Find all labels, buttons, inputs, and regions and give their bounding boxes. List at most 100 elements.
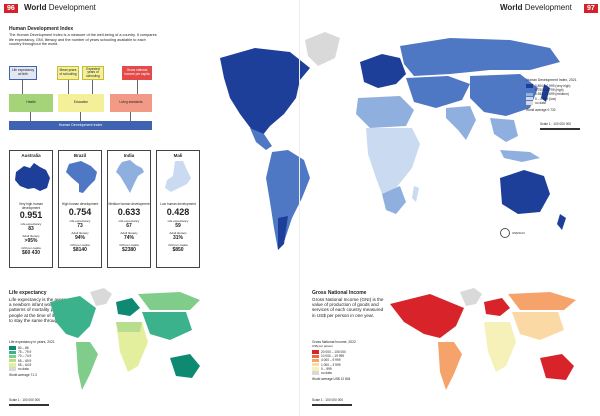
legend-swatch [312,367,319,371]
life-legend-row: 70 – 74.9 [9,354,69,358]
legend-swatch [312,358,319,363]
card-literacy-label: Adult literacy [169,230,187,235]
card-gni-value: $850 [172,246,184,253]
card-literacy-label: Adult literacy [22,234,40,239]
india-silhouette-icon [116,160,144,193]
gni-section-body: Gross National Income (GNI) is the value… [312,297,384,318]
map-south-america-south [278,216,288,250]
gni-legend-subtitle: US$ per person [312,344,334,348]
flow-connector [92,80,93,94]
map-greenland [305,32,340,66]
life-legend-row: 80 – 86 [9,346,69,350]
flow-education: Education [58,94,104,112]
map-north-america [50,296,96,338]
running-head-rest: Development [48,3,96,12]
running-head-rest-right: Development [524,3,572,12]
flow-connector [137,80,138,94]
map-central-asia [406,76,470,108]
card-literacy-value: 74% [123,234,134,241]
map-africa-central [366,128,420,194]
gni-section-title: Gross National Income [312,290,367,296]
legend-label: 0 – 0.549 (low) [535,96,557,101]
flow-life-expectancy: Life expectancy at birth [9,66,37,80]
map-new-zealand [557,214,566,230]
flow-mean-schooling: Mean years of schooling [57,66,79,80]
map-south-america [266,150,310,250]
card-development: Very high human development [19,202,43,210]
flow-health: Health [9,94,53,112]
hdi-scale: Scale 1 : 100 000 000 [540,122,572,126]
map-indonesia [500,150,540,162]
card-gni-value: $60 430 [21,250,41,257]
hdi-scale-bar [540,128,580,130]
flow-hdi-bar: Human Development Index [9,121,152,130]
map-south-asia [446,106,476,140]
flow-living-standards: Living standards [110,94,152,112]
map-africa-north [356,96,414,128]
legend-label: 75 – 79.9 [18,350,32,355]
hdi-legend-row: no data [526,101,598,105]
map-north-america [390,294,464,338]
card-hdi-value: 0.633 [117,206,141,217]
legend-label: 80 – 86 [18,346,29,351]
map-australia [170,354,200,378]
card-life-label: Life expectancy [118,218,140,223]
hdi-legend-row: 0.700 – 0.799 (high) [526,88,598,92]
unesco-source: UNESCO [512,231,525,235]
unesco-logo-icon [500,228,510,238]
legend-label: 20 000 – 105 000 [321,350,346,355]
legend-label: no data [18,367,29,372]
map-africa [116,322,148,372]
legend-label: 4 000 – 9 999 [321,358,341,363]
card-gni-label: GNI per capita [21,246,41,251]
legend-label: 10 000 – 19 999 [321,354,345,359]
map-africa-south [382,186,406,214]
flow-gni: Gross national income per capita [122,66,152,80]
legend-label: 55 – 64.9 [18,362,32,367]
gni-legend: Gross National Income, 2022 US$ per pers… [312,340,382,381]
card-life-label: Life expectancy [20,222,42,227]
legend-swatch [312,371,319,375]
card-life-value: 83 [28,226,34,233]
card-life-value: 59 [175,222,181,229]
life-scale: Scale 1 : 100 000 000 [9,398,41,402]
gni-legend-title: Gross National Income, 2022 [312,340,356,344]
legend-swatch [9,346,16,350]
page-gutter [299,0,300,416]
card-life-label: Life expectancy [167,218,189,223]
map-russia [138,292,200,310]
legend-swatch [312,354,319,358]
map-greenland [460,288,482,306]
brazil-silhouette-icon [66,161,97,193]
legend-label: 0.800 – 0.999 (very high) [535,84,571,89]
map-africa-north [116,322,142,332]
gni-map [390,288,576,390]
map-madagascar [412,186,419,202]
map-japan [541,84,550,102]
legend-label: 1 000 – 3 999 [321,362,341,367]
legend-swatch [312,350,319,354]
card-life-label: Life expectancy [69,218,91,223]
map-russia [508,292,576,310]
gni-world-average: World average US$ 12 804 [312,377,351,382]
hdi-legend: Human Development Index, 2021 0.800 – 0.… [526,78,598,112]
life-legend-row: 55 – 64.9 [9,363,69,367]
card-life-value: 67 [126,222,132,229]
card-gni-label: GNI per capita [119,242,139,247]
card-gni-value: $8140 [73,246,87,253]
gni-legend-row: 4 000 – 9 999 [312,358,382,362]
legend-swatch [9,350,16,354]
flow-connector [80,112,81,121]
life-legend-title: Life expectancy in years, 2021 [9,340,55,344]
life-scale-bar [9,404,49,406]
hdi-world-average: World average 0.732 [526,107,556,112]
card-development: High human development [61,202,99,206]
card-development: Low human development [160,202,196,206]
card-literacy-label: Adult literacy [71,230,89,235]
map-southeast-asia [490,118,518,142]
gni-legend-row: no data [312,371,382,375]
map-europe [360,54,406,88]
card-gni-value: $2380 [122,246,136,253]
mali-silhouette-icon [165,161,191,192]
legend-label: no data [321,371,332,376]
